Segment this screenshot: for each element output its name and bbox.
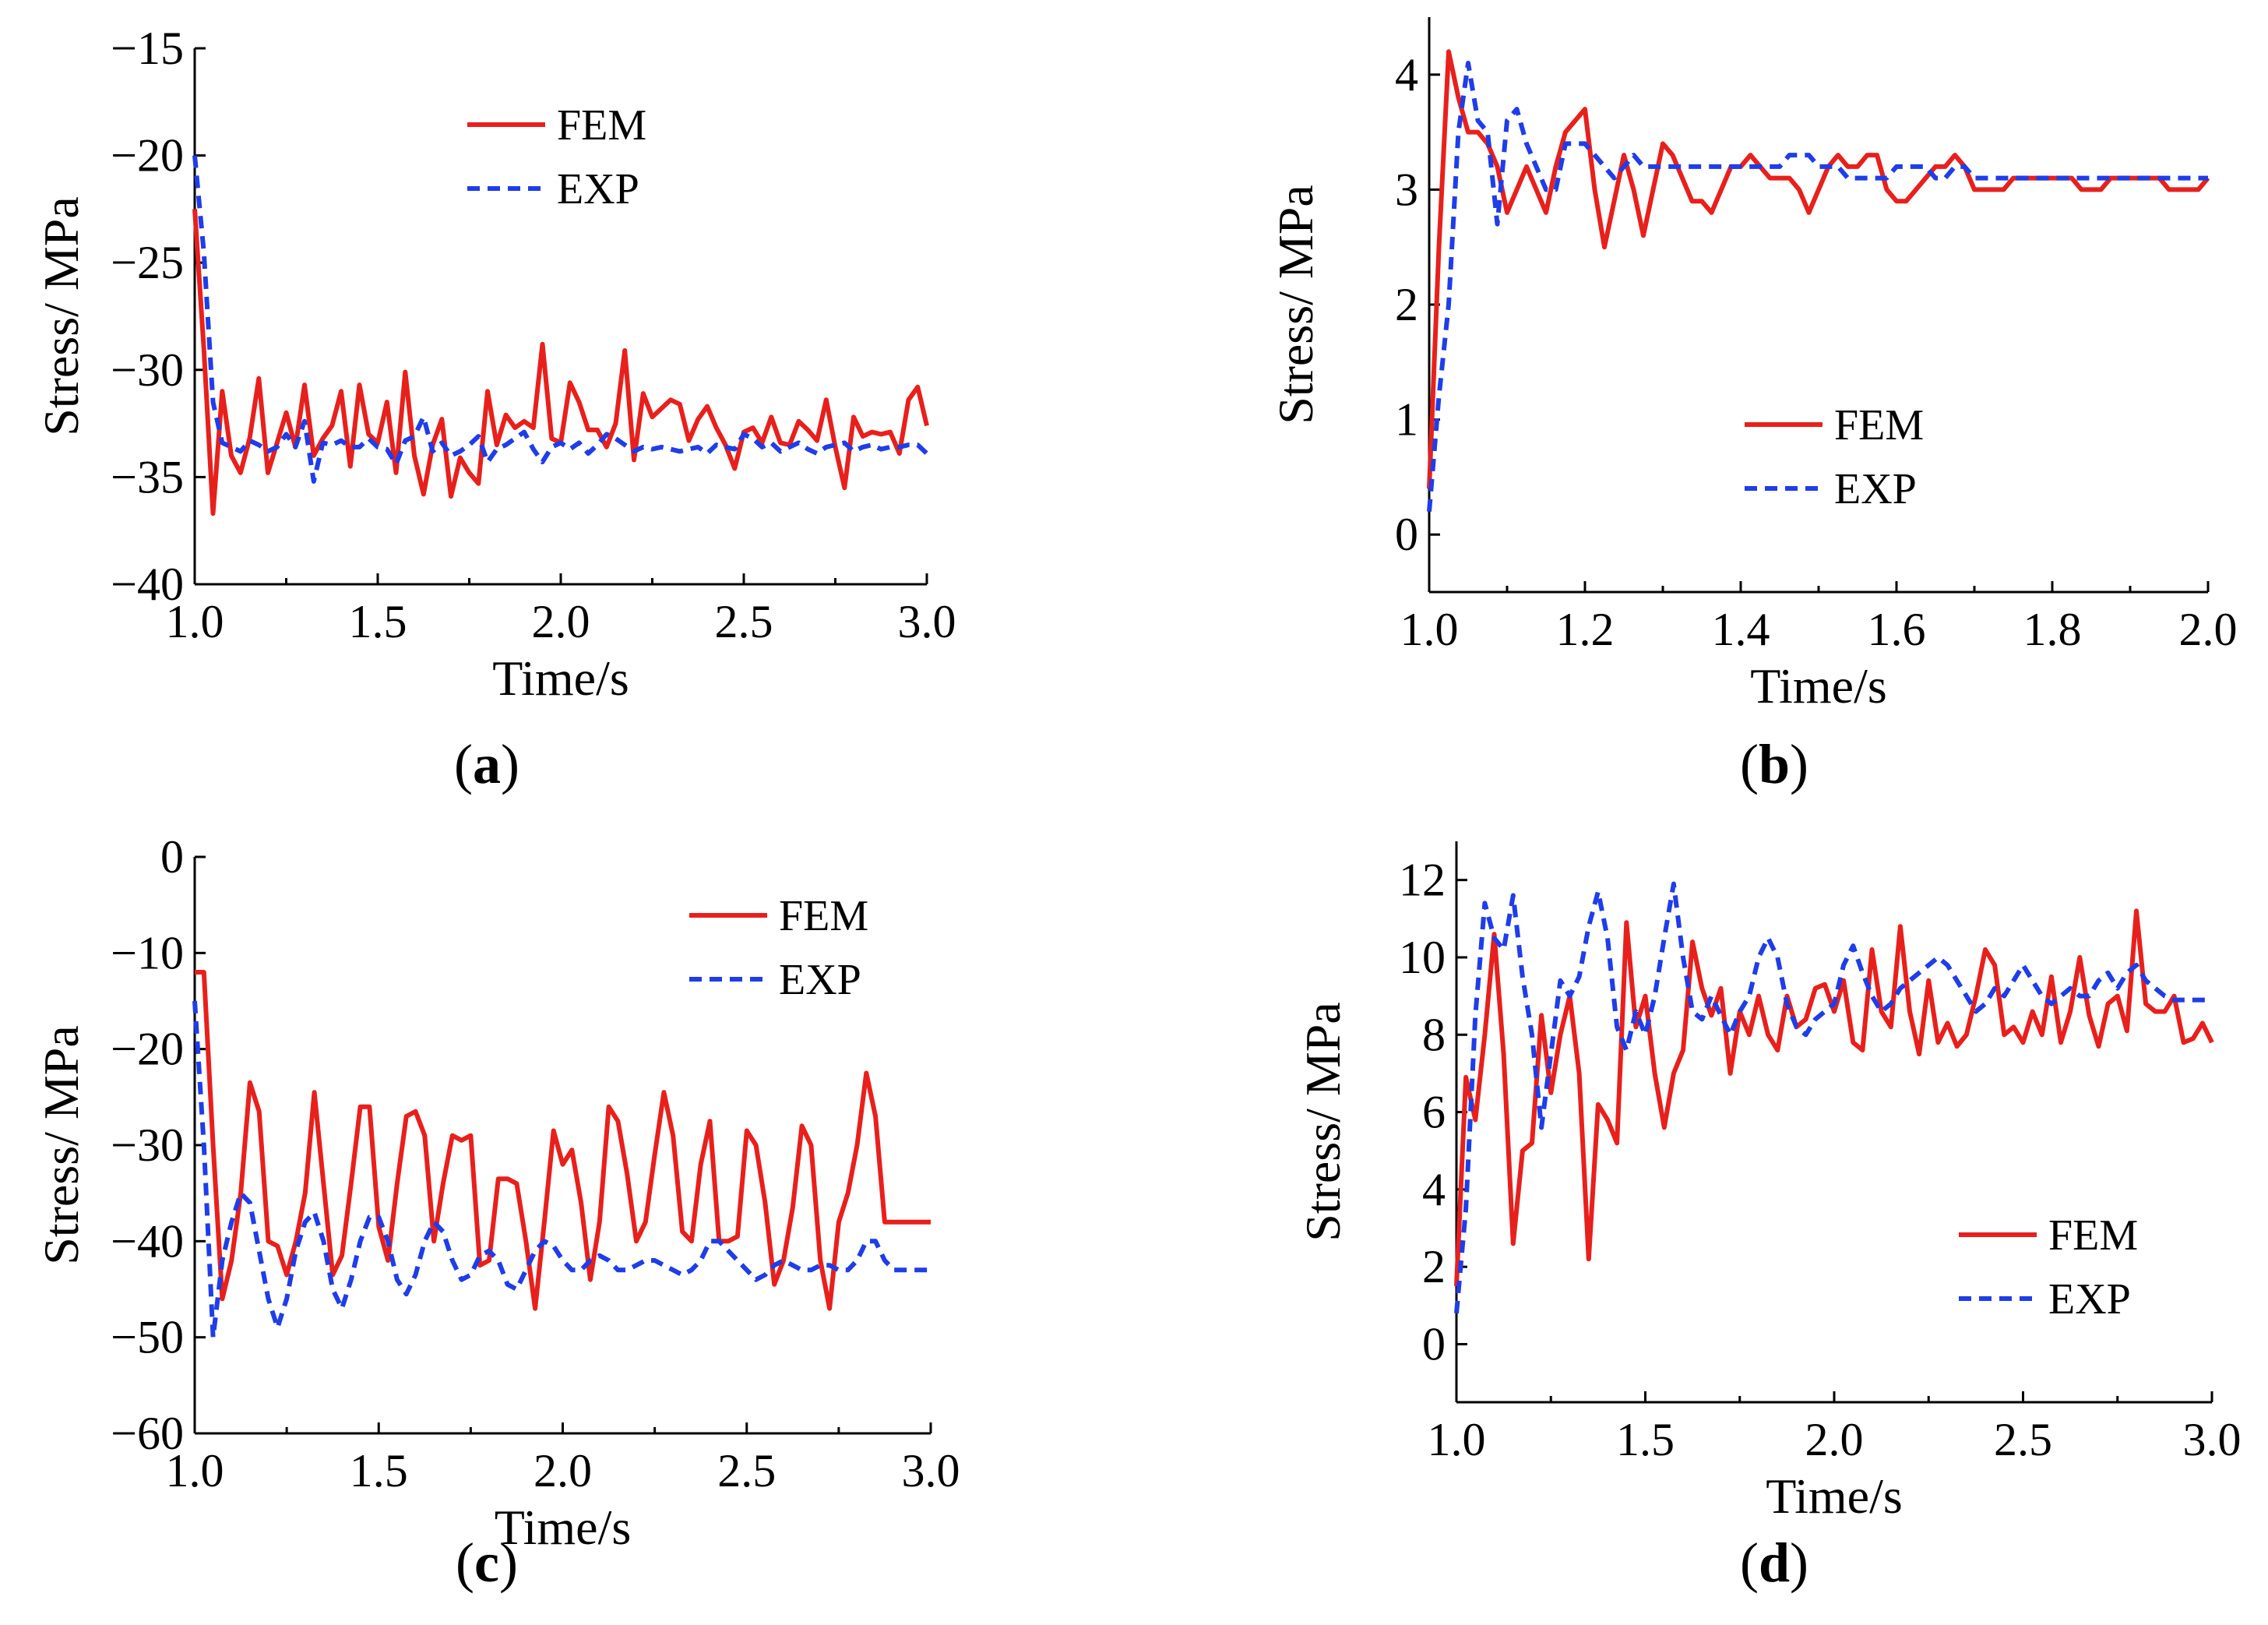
y-tick-label: 8 [1422,1009,1446,1060]
y-tick-label: −35 [111,451,184,502]
x-tick-label: 3.0 [898,596,956,647]
y-tick-label: 12 [1399,855,1446,906]
x-tick-label: 1.0 [166,1445,224,1496]
y-tick-label: −60 [111,1408,184,1459]
legend-label-fem: FEM [557,101,646,150]
series-line-fem [192,209,929,516]
y-tick-label: 0 [1395,509,1418,560]
x-tick-label: 2.5 [1994,1414,2052,1465]
panel-caption: (c) [456,1532,518,1594]
series-line-exp [192,1000,931,1340]
chart-panel-d: 1.0 1.5 2.0 2.5 3.0 0 2 4 6 8 10 12 Time/s Stress/ MP… [1295,841,2242,1594]
chart-panels: 1.0 1.5 2.0 2.5 3.0 −40 −35 −30 −25 −20 −15 Time/s S… [33,17,2242,1594]
y-tick-label: 1 [1395,394,1418,446]
y-tick-label: 4 [1395,49,1418,100]
x-tick-label: 2.0 [1805,1414,1864,1465]
x-tick-label: 3.0 [902,1445,960,1496]
y-tick-label: −30 [111,1119,184,1171]
legend-label-exp: EXP [1834,465,1917,513]
panel-caption: (b) [1740,733,1808,795]
panel-caption: (a) [454,733,519,795]
y-tick-label: −40 [111,559,184,610]
y-tick-label: 3 [1395,164,1418,215]
legend: FEM EXP [467,101,646,213]
legend-label-fem: FEM [2048,1211,2138,1260]
x-tick-label: 2.0 [2179,604,2238,655]
y-tick-label: 2 [1422,1241,1446,1292]
x-tick-label: 2.0 [534,1445,592,1496]
y-tick-label: 0 [160,831,184,883]
y-tick-label: −30 [111,344,184,396]
y-tick-label: −10 [111,927,184,978]
panel-caption: (d) [1740,1532,1808,1594]
chart-panel-c: 1.0 1.5 2.0 2.5 3.0 −60 −50 −40 −30 −20 −10 0 Time/s… [33,831,960,1594]
legend: FEM EXP [689,892,868,1004]
y-axis-label: Stress/ MPa [1268,185,1323,425]
x-axis-label: Time/s [1766,1468,1903,1524]
x-tick-label: 1.5 [1616,1414,1675,1465]
y-tick-label: −20 [111,1024,184,1075]
legend-label-fem: FEM [1834,401,1924,449]
y-tick-label: −20 [111,130,184,182]
chart-panel-b: 1.0 1.2 1.4 1.6 1.8 2.0 0 1 2 3 4 Time/s Stress/ MPa… [1268,17,2238,795]
x-tick-label: 1.0 [1428,1414,1486,1465]
x-tick-label: 1.6 [1868,604,1926,655]
x-tick-label: 2.5 [715,596,773,647]
y-axis-label: Stress/ MPa [33,1025,89,1265]
series-line-fem [195,970,931,1311]
legend-label-fem: FEM [779,892,868,940]
y-tick-label: 10 [1399,932,1446,983]
y-tick-label: −25 [111,237,184,288]
x-tick-label: 2.0 [532,596,590,647]
x-tick-label: 1.4 [1712,604,1770,655]
y-tick-label: −50 [111,1312,184,1363]
legend: FEM EXP [1959,1211,2138,1324]
series-line-exp [192,155,929,484]
y-tick-label: 2 [1395,279,1418,330]
y-tick-label: −40 [111,1215,184,1267]
legend-label-exp: EXP [779,956,861,1004]
series-line-fem [1427,49,2210,489]
y-tick-label: 6 [1422,1087,1446,1138]
legend: FEM EXP [1745,401,1924,513]
x-tick-label: 1.8 [2023,604,2082,655]
x-axis-label: Time/s [495,1500,632,1555]
x-axis-label: Time/s [492,650,629,706]
x-axis-label: Time/s [1750,658,1887,714]
x-tick-label: 1.5 [350,1445,408,1496]
y-tick-label: 0 [1422,1319,1446,1370]
series-line-exp [1427,61,2208,512]
x-tick-label: 1.2 [1556,604,1615,655]
legend-label-exp: EXP [2048,1275,2131,1324]
x-tick-label: 2.5 [717,1445,776,1496]
series-line-exp [1454,881,2212,1314]
y-tick-label: 4 [1422,1164,1446,1215]
x-tick-label: 3.0 [2183,1414,2242,1465]
legend-label-exp: EXP [557,165,639,213]
x-tick-label: 1.0 [1400,604,1459,655]
x-tick-label: 1.0 [166,596,224,647]
y-tick-label: −15 [111,23,184,74]
chart-panel-a: 1.0 1.5 2.0 2.5 3.0 −40 −35 −30 −25 −20 −15 Time/s S… [33,23,956,795]
x-tick-label: 1.5 [349,596,407,647]
y-axis-label: Stress/ MPa [1295,1002,1351,1242]
y-axis-label: Stress/ MPa [33,196,89,436]
